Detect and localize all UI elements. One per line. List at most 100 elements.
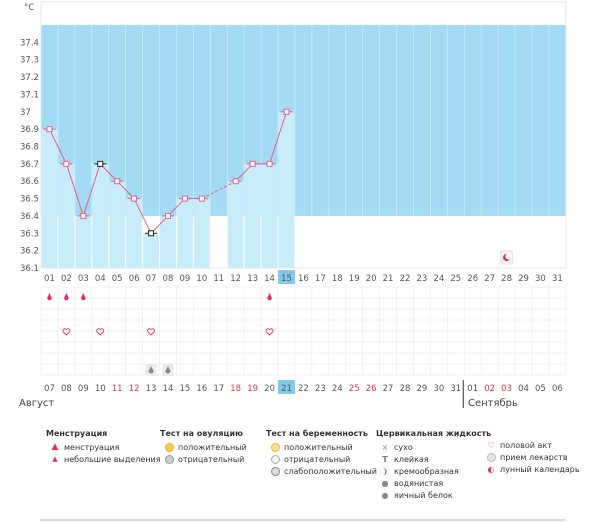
temp-point — [283, 108, 290, 115]
month-label-second: Сентябрь — [468, 398, 518, 409]
date-label: 27 — [383, 384, 394, 394]
temperature-bars — [41, 111, 295, 269]
cycle-day-label: 29 — [518, 274, 529, 284]
sun-icon — [165, 443, 173, 451]
legend-title: Цервикальная жидкость — [376, 429, 492, 438]
temp-point — [148, 230, 155, 237]
legend-title: Тест на овуляцию — [160, 429, 243, 438]
legend-pregnancy: Тест на беременность положительный отриц… — [266, 429, 377, 477]
y-tick-label: 36.8 — [20, 143, 39, 153]
date-label: 13 — [146, 384, 157, 394]
y-axis: °C 37.4 37.3 37.2 37.1 37 36.9 36.8 36.7 36.6 36.5… — [20, 3, 39, 274]
y-tick-label: 37 — [20, 108, 31, 118]
cycle-day-label: 22 — [400, 274, 411, 284]
cycle-day-label: 13 — [247, 274, 258, 284]
temp-bar — [109, 181, 126, 268]
temp-point — [249, 160, 256, 167]
cycle-day-label: 05 — [112, 274, 123, 284]
date-label: 21 — [281, 384, 292, 394]
temp-bar — [278, 111, 295, 269]
y-tick-label: 37.3 — [20, 56, 39, 66]
legend-label: менструация — [64, 442, 120, 452]
egg-white-icon: ● — [381, 490, 389, 500]
date-label: 06 — [552, 384, 563, 394]
coverline-area — [41, 25, 566, 216]
legend-label: прием лекарств — [500, 452, 568, 462]
y-tick-label: 37.4 — [20, 38, 39, 48]
cycle-day-label: 01 — [44, 274, 55, 284]
temp-bar — [41, 129, 58, 268]
temp-segment — [269, 111, 287, 165]
cream-icon: ❩ — [381, 466, 389, 476]
date-label: 08 — [61, 384, 72, 394]
temp-point — [63, 160, 70, 167]
y-tick-label: 36.9 — [20, 125, 39, 135]
cycle-day-label: 25 — [450, 274, 461, 284]
menstruation-marker — [64, 293, 69, 301]
legend-ovulation: Тест на овуляцию положительный отрицател… — [160, 429, 247, 465]
y-tick-label: 36.5 — [20, 195, 39, 205]
date-label: 25 — [349, 384, 360, 394]
temp-point — [46, 126, 53, 133]
date-label: 31 — [450, 384, 461, 394]
cycle-day-label: 15 — [281, 274, 292, 284]
legend-label: отрицательный — [284, 454, 351, 464]
legend-label: лунный календарь — [500, 464, 580, 474]
cycle-day-label: 24 — [433, 274, 444, 284]
cycle-day-label: 14 — [264, 274, 275, 284]
small-drop-icon: ▲ — [52, 455, 58, 463]
temp-bar — [227, 181, 244, 268]
moon-icon: ◐ — [487, 464, 495, 474]
date-label: 30 — [433, 384, 444, 394]
legend-label: яичный белок — [394, 490, 453, 500]
date-label: 16 — [196, 384, 207, 394]
cycle-day-label: 06 — [129, 274, 140, 284]
date-label: 04 — [518, 384, 529, 394]
cycle-day-label: 18 — [332, 274, 343, 284]
temp-segment — [49, 128, 67, 165]
legend-title: Тест на беременность — [266, 429, 368, 438]
temp-bar — [75, 215, 92, 268]
cycle-day-label: 27 — [484, 274, 495, 284]
legend-label: половой акт — [500, 440, 552, 450]
sex-marker — [147, 328, 156, 336]
date-label: 17 — [213, 384, 224, 394]
cycle-day-label: 07 — [146, 274, 157, 284]
legend-label: слабоположительный — [284, 466, 377, 476]
temp-segment — [133, 198, 152, 234]
cross-icon: × — [381, 442, 389, 452]
temp-point — [97, 160, 104, 167]
y-tick-label: 37.2 — [20, 73, 39, 83]
cycle-day-label: 16 — [298, 274, 309, 284]
y-tick-label: 36.2 — [20, 247, 39, 257]
weak-test-icon — [271, 467, 279, 475]
temp-point — [198, 195, 205, 202]
temp-segment — [82, 163, 101, 217]
legend-label: небольшие выделения — [64, 454, 161, 464]
y-tick-label: 36.3 — [20, 229, 39, 239]
temp-bar — [261, 163, 278, 268]
cycle-day-label: 30 — [535, 274, 546, 284]
pill-icon — [487, 453, 495, 461]
legend-label: сухо — [394, 442, 413, 452]
temp-point — [232, 178, 239, 185]
month-label-first: Август — [19, 398, 55, 409]
legend-menstruation: Менструация ▲ менструация ▲ небольшие выде… — [46, 429, 161, 465]
legend-other: ♡ половой акт прием лекарств ◐ лунный кале… — [482, 439, 580, 475]
cycle-day-label: 09 — [179, 274, 190, 284]
drop-icon: ▲ — [51, 442, 59, 452]
y-tick-label: 36.7 — [20, 160, 39, 170]
temp-bar — [126, 198, 143, 268]
cycle-day-label: 04 — [95, 274, 106, 284]
date-label: 26 — [366, 384, 377, 394]
date-label: 11 — [112, 384, 123, 394]
temp-segment-dashed — [201, 180, 236, 200]
date-label: 10 — [95, 384, 106, 394]
date-label: 19 — [247, 384, 258, 394]
date-label: 28 — [400, 384, 411, 394]
temperature-markers — [43, 108, 293, 237]
y-tick-label: 36.6 — [20, 177, 39, 187]
cycle-day-label: 11 — [213, 274, 224, 284]
cycle-day-label: 17 — [315, 274, 326, 284]
